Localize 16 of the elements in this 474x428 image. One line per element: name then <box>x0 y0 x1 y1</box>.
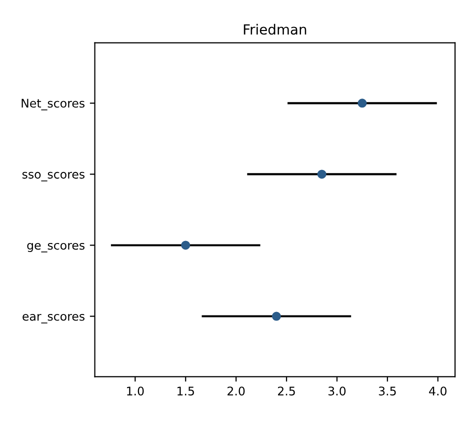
point <box>358 98 367 108</box>
y-tick-label: ge_scores <box>27 242 84 252</box>
x-tick-label: 3.0 <box>328 386 346 396</box>
y-tick-label: sso_scores <box>22 172 84 182</box>
y-tick-label: ear_scores <box>22 314 84 324</box>
y-tick-label: Net_scores <box>22 98 84 110</box>
point <box>317 170 326 179</box>
x-tick-label: 2.0 <box>228 386 245 396</box>
x-tick-label: 3.5 <box>378 386 396 396</box>
point <box>181 240 190 250</box>
x-tick-label: 2.5 <box>278 386 295 396</box>
x-tick-label: 4.0 <box>429 386 446 396</box>
x-tick-label: 1.5 <box>178 386 194 396</box>
chart-title: Friedman <box>244 24 306 35</box>
x-tick-label: 1.0 <box>127 386 144 396</box>
point <box>272 312 281 321</box>
